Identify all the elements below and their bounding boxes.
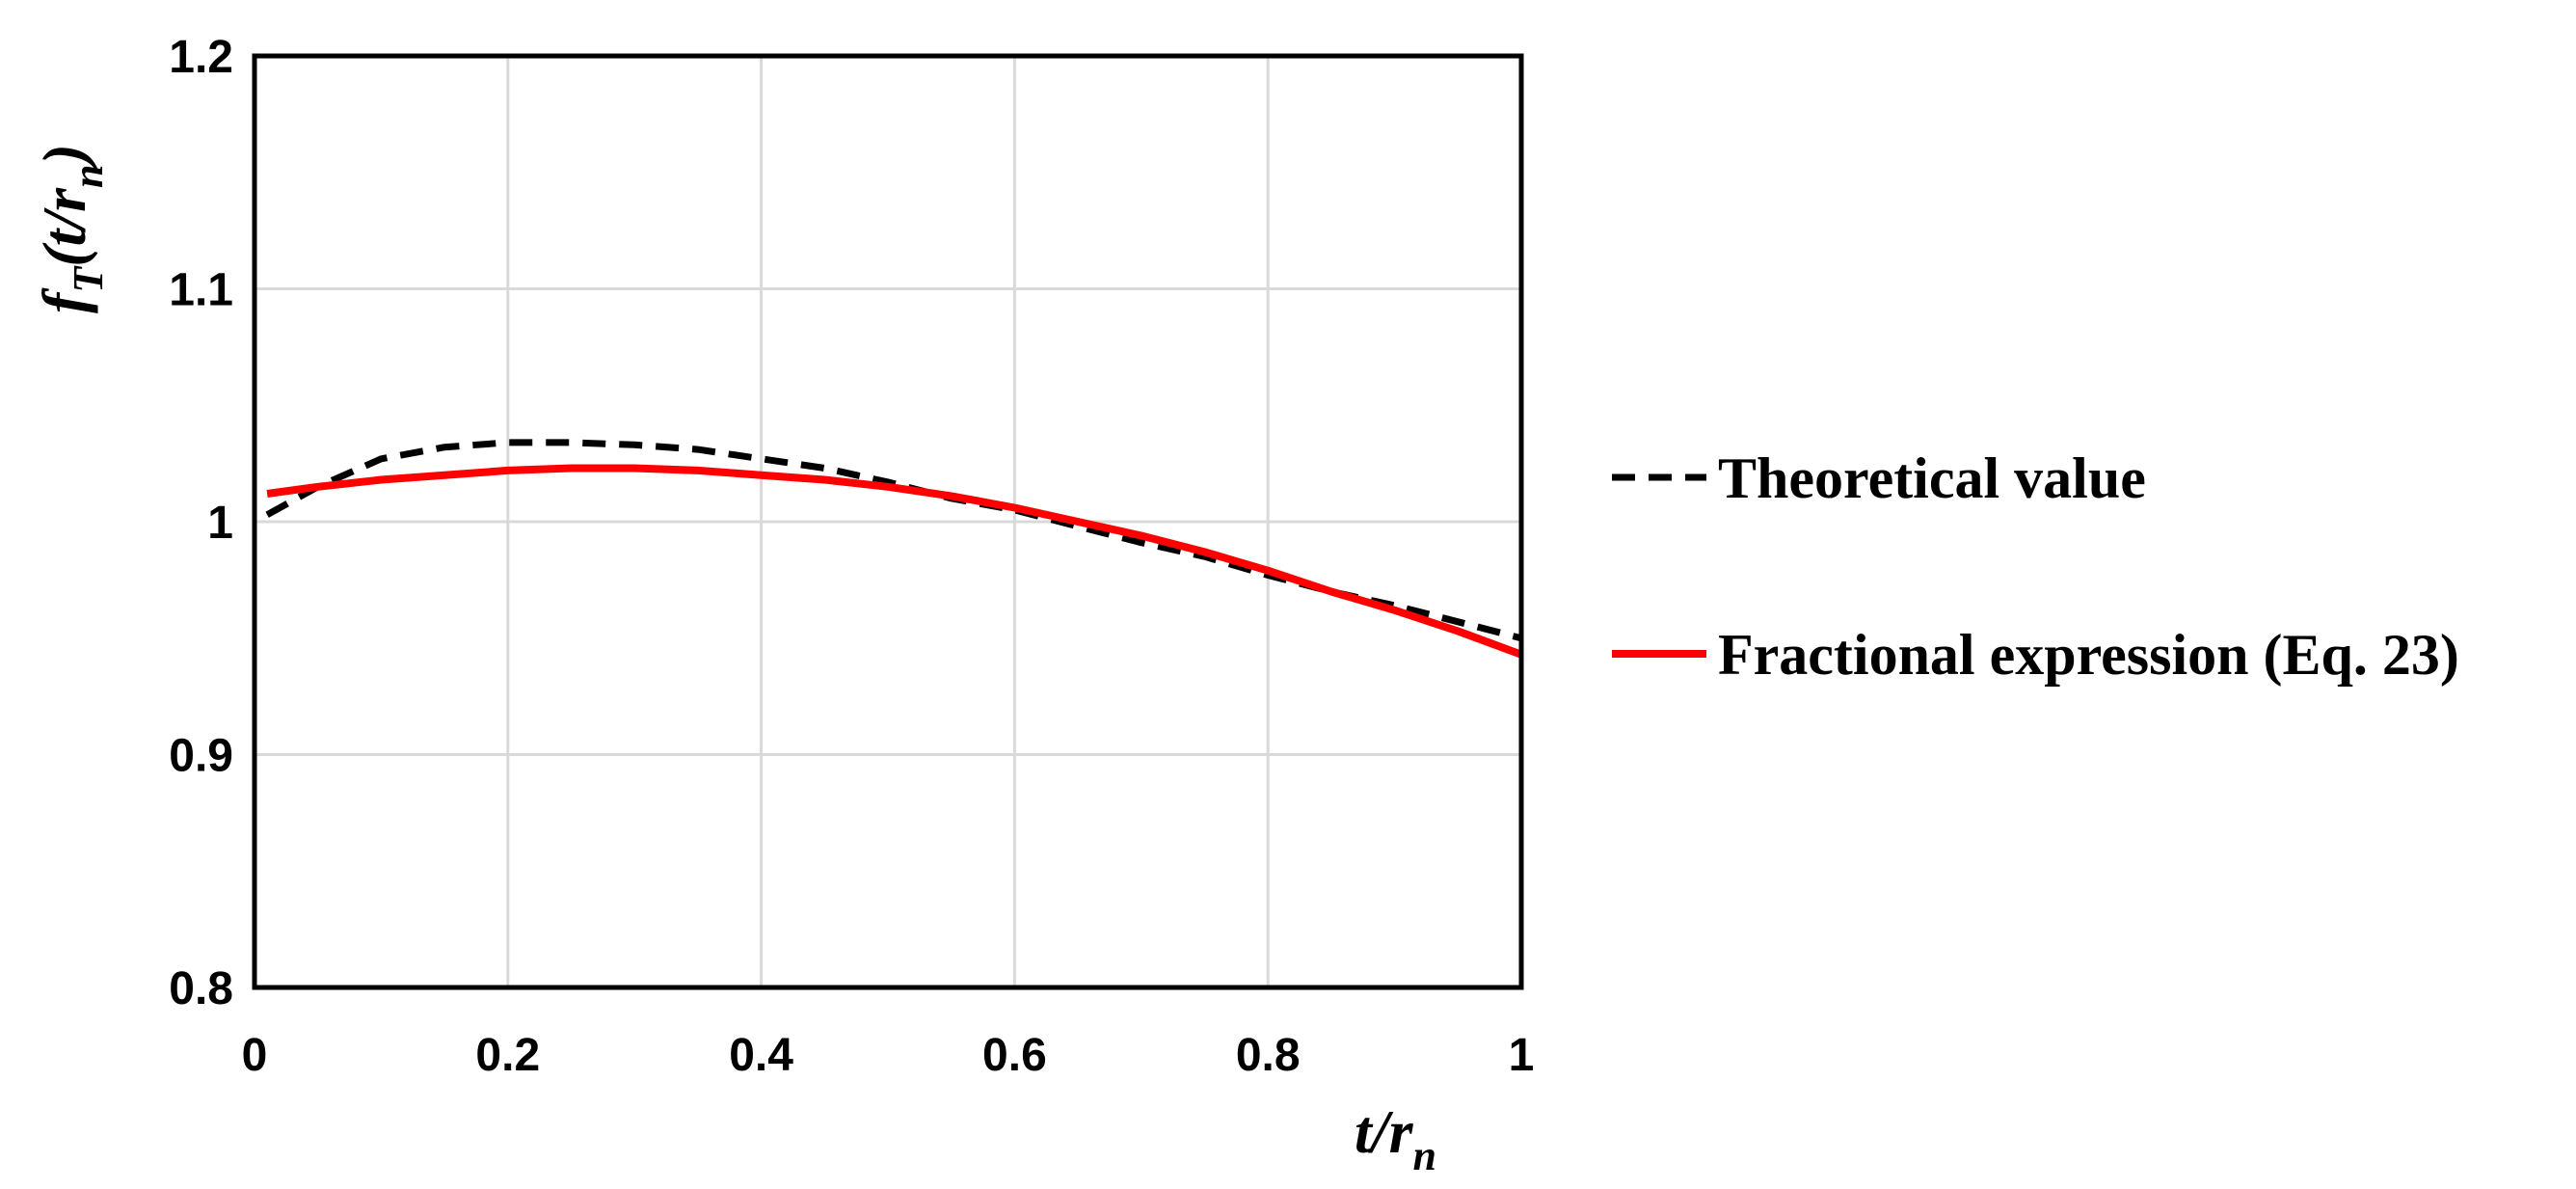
legend-label-theoretical: Theoretical value [1718,446,2146,510]
x-axis-ticks: 0 0.2 0.4 0.6 0.8 1 [242,1030,1535,1081]
series-lines [265,439,1523,659]
x-tick-label: 0.8 [1236,1030,1301,1081]
y-axis-label-arg: (t/r [30,187,98,267]
x-tick-label: 0 [242,1030,268,1081]
x-tick-label: 0.2 [475,1030,540,1081]
legend-label-fractional: Fractional expression (Eq. 23) [1718,623,2459,687]
plot-area-frame [252,53,1524,990]
y-axis-label: fT(t/rn) [30,144,112,313]
y-tick-label: 0.8 [169,963,233,1014]
y-axis-ticks: 0.8 0.9 1 1.1 1.2 [169,32,233,1014]
y-axis-label-arg-close: ) [30,144,98,169]
y-tick-label: 1.1 [169,265,233,316]
x-tick-label: 1 [1509,1030,1535,1081]
y-axis-label-f-sub: T [65,265,112,293]
x-axis-label-main: t/r [1355,1097,1414,1166]
x-axis-label-sub: n [1412,1132,1436,1179]
x-tick-label: 0.6 [982,1030,1047,1081]
x-axis-label: t/rn [1355,1097,1436,1179]
y-tick-label: 1 [207,498,233,549]
legend: Theoretical value Fractional expression … [1612,446,2459,687]
y-tick-label: 0.9 [169,731,233,782]
y-tick-label: 1.2 [169,32,233,83]
series-line-fractional [266,464,1523,659]
gridlines [255,56,1521,987]
y-axis-label-arg-sub: n [65,165,112,188]
x-tick-label: 0.4 [729,1030,793,1081]
